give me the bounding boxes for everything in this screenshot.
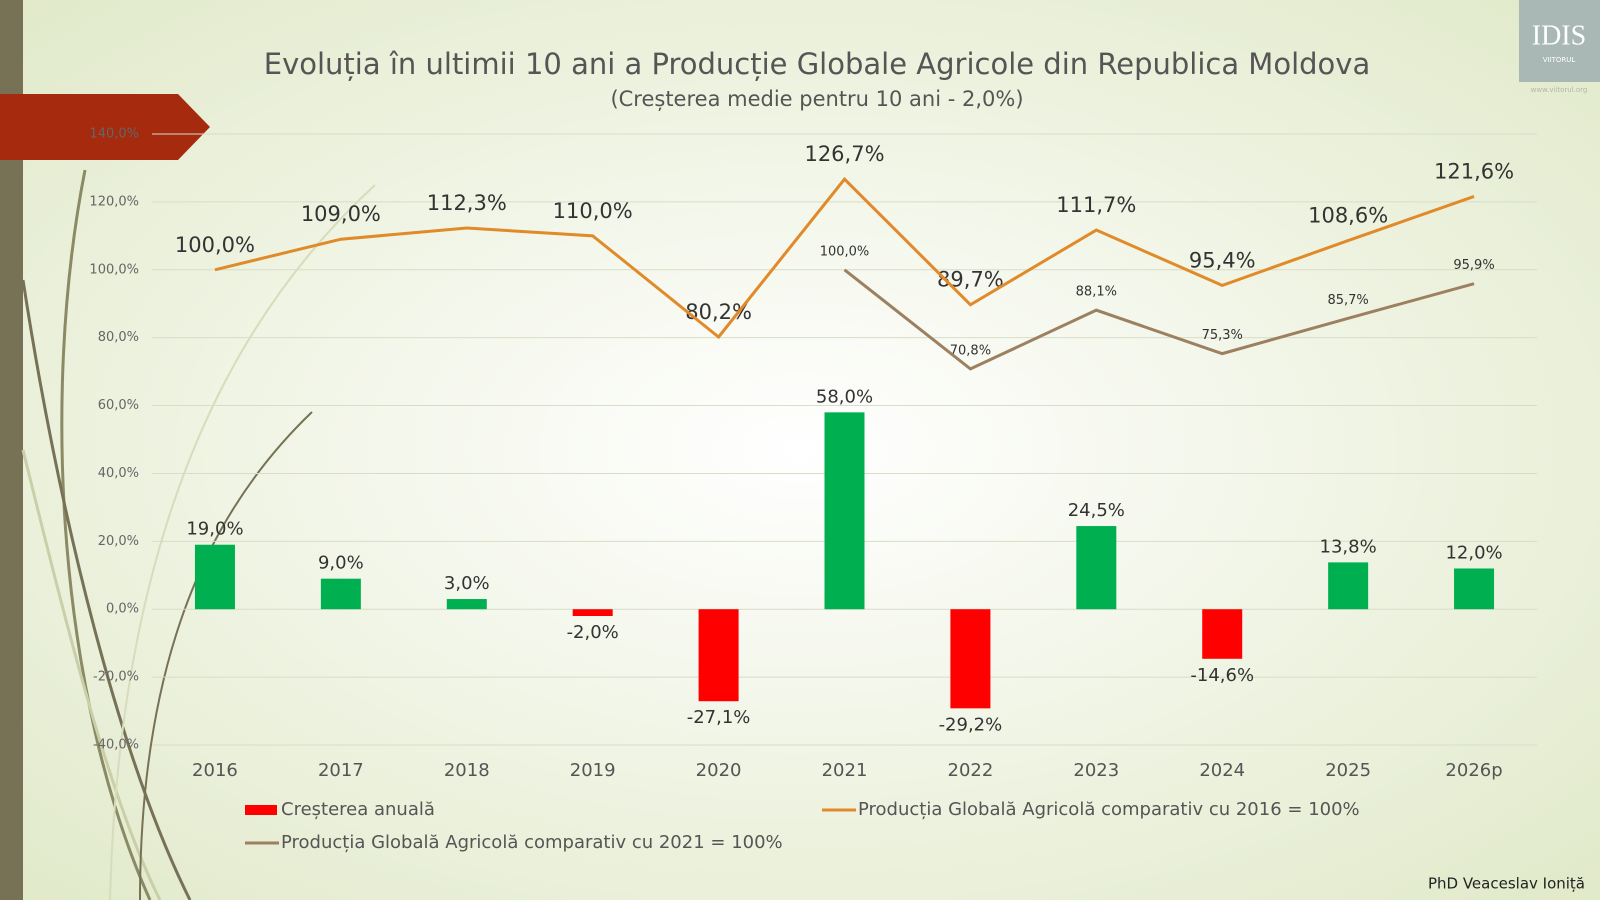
y-tick-label: -40,0% (93, 738, 139, 753)
bar (446, 599, 487, 610)
line-value-label: 100,0% (820, 244, 870, 259)
line-value-label: 126,7% (804, 142, 884, 166)
decor-curves (21, 169, 376, 900)
side-stripe (0, 0, 23, 900)
bar-value-label: -2,0% (567, 622, 619, 643)
line-value-label: 121,6% (1434, 159, 1514, 183)
x-tick-label: 2017 (318, 760, 364, 781)
bar (824, 412, 865, 610)
y-tick-label: 0,0% (106, 602, 139, 617)
bar-value-label: 3,0% (444, 573, 490, 594)
line (214, 176, 1475, 340)
x-tick-label: 2023 (1073, 760, 1119, 781)
line-value-label: 108,6% (1308, 204, 1388, 228)
line-value-label: 70,8% (950, 343, 991, 358)
x-tick-label: 2021 (822, 760, 868, 781)
legend-label: Creșterea anuală (281, 799, 435, 820)
bar-value-label: 19,0% (186, 519, 243, 540)
bar (194, 544, 235, 610)
line-value-label: 100,0% (175, 233, 255, 257)
line-value-label: 89,7% (937, 268, 1004, 292)
x-tick-label: 2025 (1325, 760, 1371, 781)
line-value-label: 95,9% (1453, 258, 1494, 273)
logo-url: www.viitorul.org (1531, 86, 1588, 94)
legend-label: Producția Globală Agricolă comparativ cu… (281, 832, 783, 853)
y-tick-label: 120,0% (89, 194, 139, 209)
x-tick-label: 2016 (192, 760, 238, 781)
bar-value-label: -14,6% (1190, 665, 1254, 686)
logo-box (1519, 0, 1600, 82)
line-value-label: 95,4% (1189, 248, 1256, 272)
legend-swatch (245, 805, 277, 815)
y-tick-label: 20,0% (98, 534, 139, 549)
line-value-label: 110,0% (553, 199, 633, 223)
line-value-label: 85,7% (1327, 293, 1368, 308)
line-value-label: 80,2% (685, 300, 752, 324)
line-value-label: 75,3% (1202, 328, 1243, 343)
bar-value-label: -27,1% (687, 707, 751, 728)
y-tick-label: 60,0% (98, 398, 139, 413)
bar (1328, 562, 1369, 610)
bar (320, 578, 361, 610)
bar (698, 609, 739, 702)
line-value-label: 112,3% (427, 191, 507, 215)
title-arrow (0, 94, 210, 160)
x-tick-label: 2019 (570, 760, 616, 781)
line-value-label: 88,1% (1076, 285, 1117, 300)
logo: IDIS (1532, 20, 1586, 51)
y-tick-label: 100,0% (89, 262, 139, 277)
y-tick-label: -20,0% (93, 670, 139, 685)
bar-value-label: 9,0% (318, 553, 364, 574)
bar-value-label: -29,2% (939, 714, 1003, 735)
bar (950, 609, 991, 709)
line-value-label: 111,7% (1056, 193, 1136, 217)
x-tick-label: 2018 (444, 760, 490, 781)
logo-sub: VIITORUL (1543, 56, 1576, 64)
y-tick-label: 140,0% (89, 127, 139, 142)
bar-value-label: 58,0% (816, 386, 873, 407)
x-tick-label: 2024 (1199, 760, 1245, 781)
bar (572, 609, 613, 617)
bar (1454, 568, 1495, 610)
chart-subtitle: (Creșterea medie pentru 10 ani - 2,0%) (610, 87, 1023, 111)
y-tick-label: 80,0% (98, 330, 139, 345)
x-tick-label: 2020 (696, 760, 742, 781)
chart-title: Evoluția în ultimii 10 ani a Producție G… (264, 47, 1370, 81)
bar-value-label: 12,0% (1445, 542, 1502, 563)
line (843, 268, 1475, 371)
y-tick-label: 40,0% (98, 466, 139, 481)
bar (1202, 609, 1243, 659)
x-tick-label: 2022 (948, 760, 994, 781)
x-tick-label: 2026p (1445, 760, 1502, 781)
bar-value-label: 24,5% (1068, 500, 1125, 521)
author: PhD Veaceslav Ioniță (1428, 875, 1585, 893)
bar (1076, 526, 1117, 610)
line-value-label: 109,0% (301, 202, 381, 226)
bar-value-label: 13,8% (1320, 536, 1377, 557)
legend-label: Producția Globală Agricolă comparativ cu… (858, 799, 1360, 820)
